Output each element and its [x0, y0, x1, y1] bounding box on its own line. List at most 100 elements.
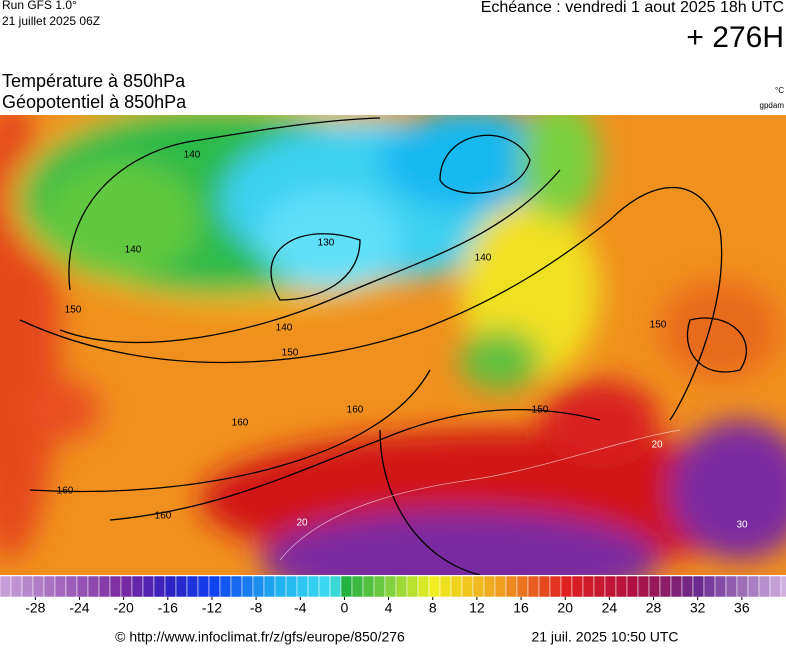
contour-label: 140 [276, 323, 293, 334]
title-geopotential: Géopotentiel à 850hPa [2, 92, 187, 112]
colorbar-swatch [263, 575, 276, 598]
colorbar-swatch [505, 575, 518, 598]
colorbar-tick-label: -4 [294, 600, 307, 616]
colorbar-tick-label: -20 [114, 600, 134, 616]
contour-label: 150 [65, 305, 82, 316]
title-temperature: Température à 850hPa [2, 71, 186, 91]
colorbar-tick-label: 12 [469, 600, 485, 616]
colorbar-tick-label: -28 [25, 600, 45, 616]
colorbar-swatch [472, 575, 485, 598]
colorbar-swatch [747, 575, 760, 598]
colorbar-swatch [241, 575, 254, 598]
colorbar-swatch [0, 575, 12, 598]
colorbar-swatch [538, 575, 551, 598]
colorbar-swatch [351, 575, 364, 598]
colorbar-swatch [175, 575, 188, 598]
contour-label: 30 [736, 520, 748, 531]
colorbar-swatch [428, 575, 441, 598]
valid-time: Echéance : vendredi 1 aout 2025 18h UTC [481, 0, 784, 16]
colorbar-swatch [76, 575, 89, 598]
colorbar-swatch [615, 575, 628, 598]
colorbar-swatch [329, 575, 342, 598]
contour-label: 20 [296, 518, 308, 529]
colorbar-swatch [318, 575, 331, 598]
run: Run GFS 1.0° [2, 0, 77, 12]
colorbar-swatch [483, 575, 496, 598]
colorbar-swatch [120, 575, 133, 598]
colorbar-swatch [10, 575, 23, 598]
colorbar-swatch [285, 575, 298, 598]
colorbar-swatch [593, 575, 606, 598]
colorbar-swatch [43, 575, 56, 598]
colorbar-swatch [164, 575, 177, 598]
map [0, 115, 786, 575]
colorbar-swatch [21, 575, 34, 598]
colorbar-swatch [769, 575, 782, 598]
colorbar-tick-label: 16 [513, 600, 529, 616]
colorbar-tick-label: 4 [385, 600, 393, 616]
colorbar-swatch [252, 575, 265, 598]
colorbar-swatch [516, 575, 529, 598]
colorbar-swatch [208, 575, 221, 598]
contour-label: 150 [282, 348, 299, 359]
colorbar-swatch [417, 575, 430, 598]
colorbar-swatch [54, 575, 67, 598]
colorbar-swatch [725, 575, 738, 598]
colorbar-tick-label: 32 [690, 600, 706, 616]
colorbar-swatch [736, 575, 749, 598]
colorbar-swatch [296, 575, 309, 598]
contour-label: 160 [57, 486, 74, 497]
unit-temperature: °C [775, 86, 784, 95]
colorbar-swatch [197, 575, 210, 598]
colorbar-tick-label: 20 [557, 600, 573, 616]
contour-label: 150 [650, 320, 667, 331]
source: © http://www.infoclimat.fr/z/gfs/europe/… [115, 629, 405, 645]
colorbar-swatch [571, 575, 584, 598]
colorbar-swatch [109, 575, 122, 598]
generated: 21 juil. 2025 10:50 UTC [531, 629, 678, 645]
contour-label: 160 [155, 511, 172, 522]
colorbar-tick-label: -16 [158, 600, 178, 616]
colorbar-swatch [703, 575, 716, 598]
colorbar-swatch [186, 575, 199, 598]
colorbar-swatch [604, 575, 617, 598]
run-date: 21 juillet 2025 06Z [2, 14, 100, 28]
contour-label: 130 [318, 238, 335, 249]
colorbar-tick-label: -12 [202, 600, 222, 616]
colorbar-swatch [153, 575, 166, 598]
contour-label: 20 [651, 440, 663, 451]
colorbar-tick-label: 24 [602, 600, 618, 616]
colorbar-swatch [340, 575, 353, 598]
contour-label: 160 [347, 405, 364, 416]
contour-label: 140 [475, 253, 492, 264]
colorbar-swatch [648, 575, 661, 598]
colorbar-swatch [373, 575, 386, 598]
colorbar-tick-label: -24 [69, 600, 89, 616]
colorbar-swatch [395, 575, 408, 598]
colorbar-swatch [626, 575, 639, 598]
colorbar-swatch [659, 575, 672, 598]
colorbar-swatch [219, 575, 232, 598]
colorbar-swatch [714, 575, 727, 598]
colorbar-swatch [692, 575, 705, 598]
colorbar-tick-label: 8 [429, 600, 437, 616]
colorbar-swatch [406, 575, 419, 598]
colorbar-swatch [98, 575, 111, 598]
colorbar-swatch [549, 575, 562, 598]
colorbar-swatch [131, 575, 144, 598]
colorbar-tick-label: 28 [646, 600, 662, 616]
colorbar-swatch [362, 575, 375, 598]
contour-label: 140 [184, 150, 201, 161]
lead-time: + 276H [686, 21, 784, 54]
contour-label: 150 [532, 405, 549, 416]
colorbar-swatch [142, 575, 155, 598]
colorbar-swatch [758, 575, 771, 598]
contour-label: 140 [125, 245, 142, 256]
colorbar-swatch [780, 575, 786, 598]
colorbar-swatch [32, 575, 45, 598]
colorbar-swatch [681, 575, 694, 598]
colorbar-swatch [560, 575, 573, 598]
colorbar-swatch [274, 575, 287, 598]
colorbar-swatch [384, 575, 397, 598]
